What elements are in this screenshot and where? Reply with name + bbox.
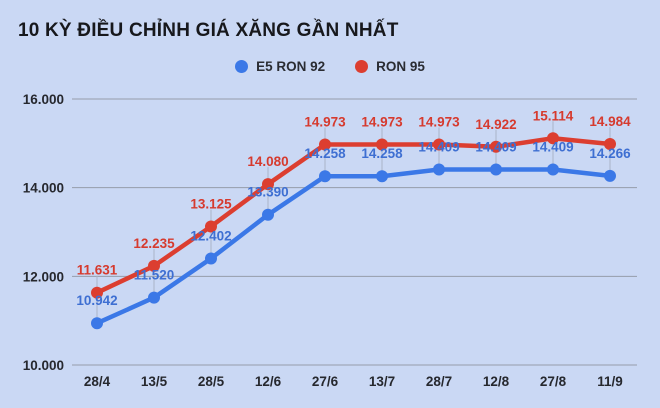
- point-label: 14.258: [361, 146, 403, 161]
- legend-label-e5-ron-92: E5 RON 92: [256, 59, 326, 74]
- data-point: [262, 208, 274, 221]
- point-label: 12.235: [133, 236, 175, 251]
- series-line-ron-95: [94, 136, 613, 295]
- ytick-label: 14.000: [23, 181, 64, 196]
- point-label: 14.258: [304, 146, 346, 161]
- ytick-label: 12.000: [23, 269, 64, 284]
- point-label: 12.402: [190, 229, 231, 244]
- data-point: [148, 291, 160, 304]
- point-label: 13.125: [190, 196, 232, 211]
- point-label: 14.409: [475, 140, 516, 155]
- x-axis-label: 13/7: [369, 374, 395, 389]
- data-point: [91, 317, 103, 330]
- point-label: 10.942: [76, 293, 117, 308]
- data-point: [376, 170, 388, 183]
- point-label: 15.114: [533, 108, 574, 123]
- x-axis-label: 12/6: [255, 374, 282, 389]
- series-line-e5-ron-92: [94, 167, 613, 326]
- x-axis-label: 28/4: [84, 374, 111, 389]
- legend-dot-blue-icon: [235, 60, 249, 73]
- point-label: 11.520: [134, 268, 175, 283]
- data-point: [547, 132, 559, 145]
- x-axis-label: 13/5: [141, 374, 168, 389]
- data-point: [91, 286, 103, 299]
- point-label: 14.922: [475, 117, 516, 132]
- point-label: 14.266: [589, 146, 631, 161]
- data-point: [376, 138, 388, 151]
- data-point: [148, 259, 160, 272]
- data-point: [490, 140, 502, 153]
- point-label: 14.973: [418, 115, 460, 130]
- point-label: 14.973: [304, 115, 346, 130]
- legend: E5 RON 92 RON 95: [0, 59, 660, 74]
- ytick-label: 10.000: [23, 358, 64, 373]
- data-point: [319, 170, 331, 183]
- x-axis-label: 28/7: [426, 374, 452, 389]
- x-axis-label: 28/5: [198, 374, 225, 389]
- legend-label-ron-95: RON 95: [376, 59, 425, 74]
- data-point: [604, 138, 616, 151]
- data-point: [319, 138, 331, 151]
- data-point: [433, 163, 445, 176]
- chart-title: 10 KỲ ĐIỀU CHỈNH GIÁ XĂNG GẦN NHẤT: [18, 20, 399, 41]
- point-label: 11.631: [77, 263, 118, 278]
- point-label: 14.409: [532, 140, 573, 155]
- x-axis-label: 27/8: [540, 374, 567, 389]
- ytick-label: 16.000: [23, 92, 64, 107]
- point-label: 13.390: [247, 185, 288, 200]
- legend-item-ron-95: RON 95: [355, 59, 425, 74]
- data-point: [205, 220, 217, 233]
- data-point: [490, 163, 502, 176]
- data-point: [262, 178, 274, 191]
- point-label: 14.409: [418, 140, 459, 155]
- x-axis-label: 27/6: [312, 374, 339, 389]
- data-point: [205, 252, 217, 265]
- data-point: [604, 169, 616, 182]
- point-label: 14.973: [361, 115, 403, 130]
- legend-item-e5-ron-92: E5 RON 92: [235, 59, 325, 74]
- point-label: 14.984: [589, 114, 631, 129]
- point-label: 14.080: [247, 154, 288, 169]
- data-point: [433, 138, 445, 151]
- legend-dot-red-icon: [355, 60, 369, 73]
- x-axis-label: 11/9: [597, 374, 623, 389]
- data-point: [547, 163, 559, 176]
- x-axis-label: 12/8: [483, 374, 510, 389]
